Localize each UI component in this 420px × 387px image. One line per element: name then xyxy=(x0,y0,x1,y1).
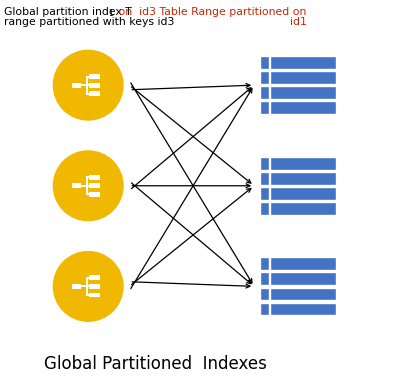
FancyBboxPatch shape xyxy=(270,101,336,114)
FancyBboxPatch shape xyxy=(270,202,336,215)
FancyBboxPatch shape xyxy=(270,172,336,185)
FancyBboxPatch shape xyxy=(260,86,269,99)
FancyBboxPatch shape xyxy=(270,86,336,99)
Ellipse shape xyxy=(53,252,123,321)
FancyBboxPatch shape xyxy=(89,183,100,188)
FancyBboxPatch shape xyxy=(260,187,269,200)
FancyBboxPatch shape xyxy=(89,91,100,96)
FancyBboxPatch shape xyxy=(89,74,100,79)
FancyBboxPatch shape xyxy=(89,192,100,197)
FancyBboxPatch shape xyxy=(72,284,81,289)
FancyBboxPatch shape xyxy=(260,71,269,84)
FancyBboxPatch shape xyxy=(260,288,269,300)
FancyBboxPatch shape xyxy=(270,257,336,270)
FancyBboxPatch shape xyxy=(270,71,336,84)
Text: Global Partitioned  Indexes: Global Partitioned Indexes xyxy=(44,355,267,373)
FancyBboxPatch shape xyxy=(270,56,336,69)
FancyBboxPatch shape xyxy=(270,272,336,285)
FancyBboxPatch shape xyxy=(270,288,336,300)
FancyBboxPatch shape xyxy=(89,175,100,180)
FancyBboxPatch shape xyxy=(270,157,336,170)
FancyBboxPatch shape xyxy=(89,293,100,297)
FancyBboxPatch shape xyxy=(89,83,100,87)
FancyBboxPatch shape xyxy=(270,187,336,200)
Ellipse shape xyxy=(53,151,123,221)
FancyBboxPatch shape xyxy=(72,183,81,188)
Text: id1: id1 xyxy=(290,17,307,27)
FancyBboxPatch shape xyxy=(260,56,269,69)
Text: Global partition index T: Global partition index T xyxy=(4,7,132,17)
Text: range partitioned with keys id3: range partitioned with keys id3 xyxy=(4,17,175,27)
FancyBboxPatch shape xyxy=(260,257,269,270)
FancyBboxPatch shape xyxy=(89,276,100,280)
Text: on  id3 Table Range partitioned on: on id3 Table Range partitioned on xyxy=(115,7,307,17)
FancyBboxPatch shape xyxy=(260,272,269,285)
FancyBboxPatch shape xyxy=(89,284,100,289)
Text: 1: 1 xyxy=(108,9,113,18)
FancyBboxPatch shape xyxy=(260,101,269,114)
FancyBboxPatch shape xyxy=(260,172,269,185)
FancyBboxPatch shape xyxy=(260,202,269,215)
FancyBboxPatch shape xyxy=(270,303,336,315)
Ellipse shape xyxy=(53,50,123,120)
FancyBboxPatch shape xyxy=(260,157,269,170)
FancyBboxPatch shape xyxy=(72,83,81,87)
FancyBboxPatch shape xyxy=(260,303,269,315)
